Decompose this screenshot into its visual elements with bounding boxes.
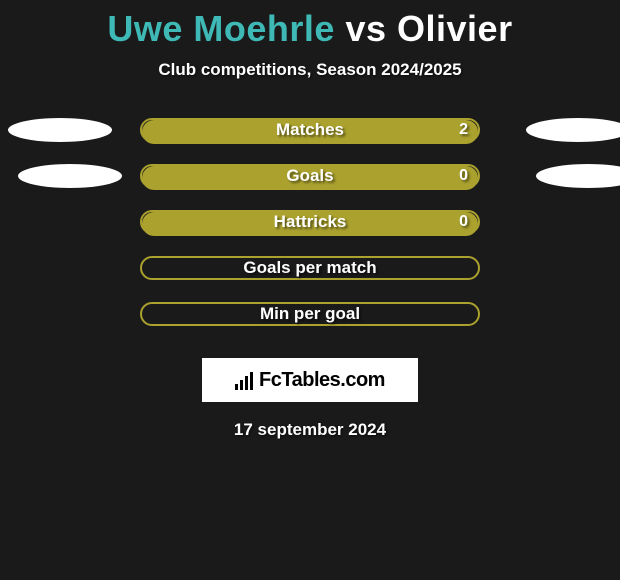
bar-fill	[142, 120, 478, 144]
date-text: 17 september 2024	[0, 420, 620, 440]
comparison-card: Uwe Moehrle vs Olivier Club competitions…	[0, 0, 620, 580]
stat-row: Min per goal	[0, 302, 620, 348]
logo-box: FcTables.com	[202, 358, 418, 402]
player-ellipse-left	[8, 118, 112, 142]
player-ellipse-right	[526, 118, 620, 142]
stat-row: Hattricks0	[0, 210, 620, 256]
bar-fill	[142, 212, 478, 236]
title-player1: Uwe Moehrle	[107, 8, 335, 49]
player-ellipse-right	[536, 164, 620, 188]
bar-track	[140, 302, 480, 326]
bar-track	[140, 164, 480, 188]
bar-track	[140, 256, 480, 280]
subtitle: Club competitions, Season 2024/2025	[0, 60, 620, 80]
bar-fill	[142, 166, 478, 190]
bars-icon	[235, 370, 253, 390]
stat-rows: Matches2Goals0Hattricks0Goals per matchM…	[0, 118, 620, 348]
stat-row: Matches2	[0, 118, 620, 164]
stat-row: Goals0	[0, 164, 620, 210]
title-vs: vs	[345, 8, 386, 49]
stat-row: Goals per match	[0, 256, 620, 302]
title-player2: Olivier	[397, 8, 513, 49]
bar-track	[140, 210, 480, 234]
bar-track	[140, 118, 480, 142]
logo-text: FcTables.com	[259, 369, 385, 392]
player-ellipse-left	[18, 164, 122, 188]
page-title: Uwe Moehrle vs Olivier	[0, 0, 620, 50]
